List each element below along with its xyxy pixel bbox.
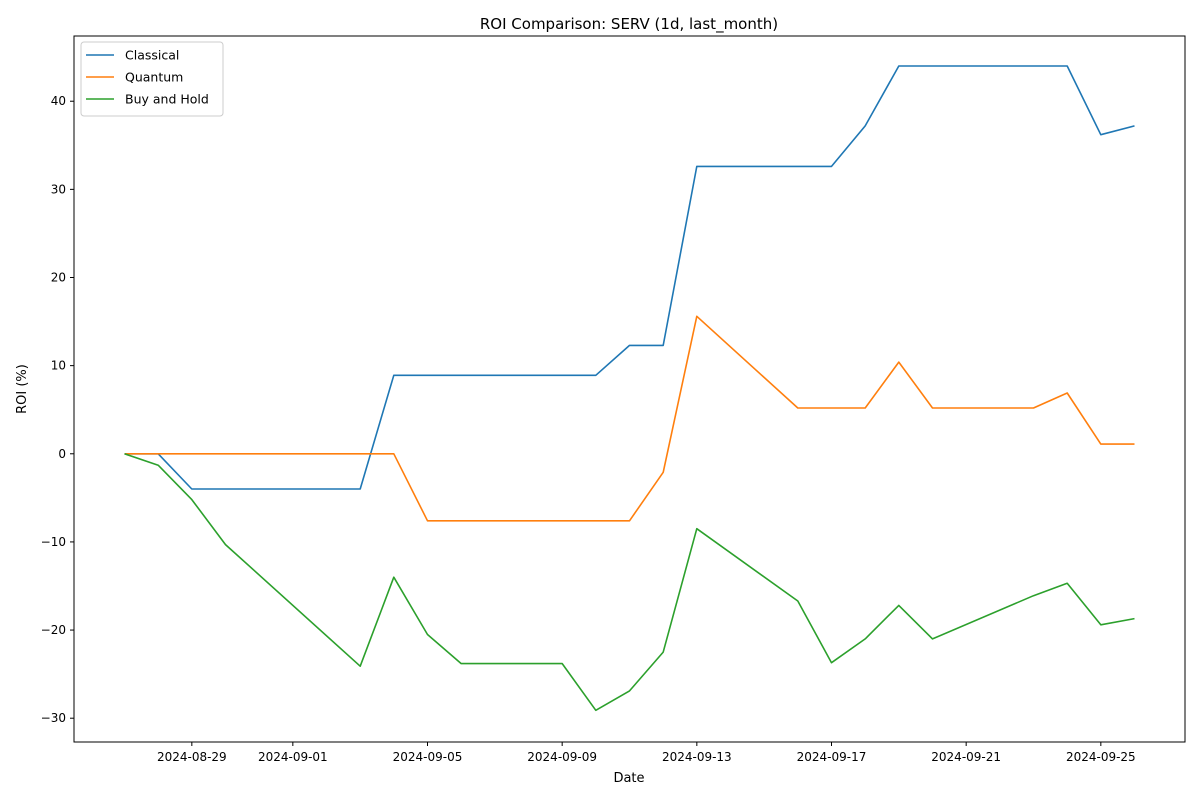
- y-tick-label: −20: [41, 623, 66, 637]
- series-line-classical: [124, 65, 1135, 490]
- x-tick-label: 2024-09-25: [1066, 750, 1136, 764]
- series-layer: [124, 65, 1135, 712]
- x-tick-label: 2024-09-09: [527, 750, 597, 764]
- series-line-quantum: [124, 315, 1135, 522]
- ticks-layer: 2024-08-29 2024-09-01 2024-09-05 2024-09-09…: [41, 94, 1136, 764]
- y-tick-label: −10: [41, 535, 66, 549]
- x-axis-label: Date: [613, 771, 644, 786]
- x-tick-label: 2024-09-01: [258, 750, 328, 764]
- chart-title: ROI Comparison: SERV (1d, last_month): [480, 15, 778, 34]
- legend-box: [80, 41, 224, 117]
- legend: Classical Quantum Buy and Hold: [80, 41, 224, 117]
- y-tick-label: −30: [41, 711, 66, 725]
- y-axis-label: ROI (%): [15, 364, 30, 414]
- x-tick-label: 2024-09-17: [797, 750, 867, 764]
- legend-entry-label: Classical: [125, 48, 179, 63]
- y-tick-label: 0: [58, 447, 66, 461]
- x-tick-label: 2024-09-13: [662, 750, 732, 764]
- legend-entry-label: Buy and Hold: [125, 92, 209, 107]
- y-tick-label: 30: [51, 182, 66, 196]
- y-tick-label: 40: [51, 94, 66, 108]
- x-tick-label: 2024-08-29: [157, 750, 227, 764]
- x-tick-label: 2024-09-05: [393, 750, 463, 764]
- y-tick-label: 10: [51, 359, 66, 373]
- x-tick-label: 2024-09-21: [931, 750, 1001, 764]
- legend-entry-label: Quantum: [125, 70, 183, 85]
- y-tick-label: 20: [51, 271, 66, 285]
- series-line-buy-and-hold: [124, 453, 1135, 712]
- axes-frame: [73, 35, 1186, 743]
